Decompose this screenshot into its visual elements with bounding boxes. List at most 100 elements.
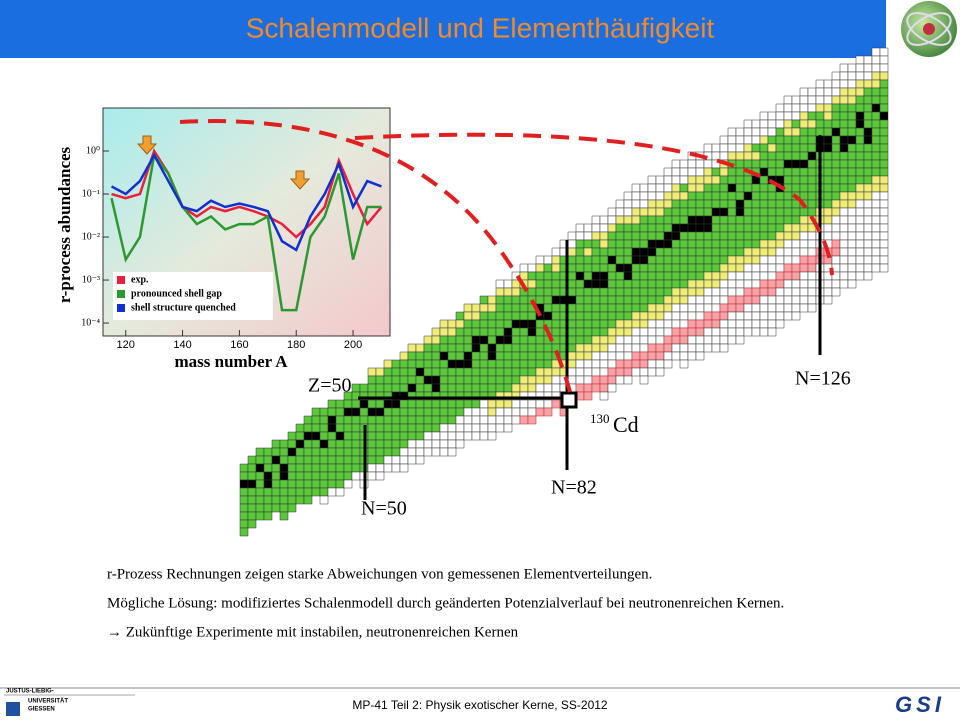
nuclide-cell xyxy=(807,207,817,217)
nuclide-cell xyxy=(743,159,753,169)
nuclide-cell xyxy=(375,399,385,409)
nuclide-cell xyxy=(743,151,753,161)
nuclide-cell xyxy=(847,71,857,81)
nuclide-cell xyxy=(687,223,697,233)
slide-title: Schalenmodell und Elementhäufigkeit xyxy=(246,12,715,43)
nuclide-cell xyxy=(575,271,585,281)
nuclide-cell xyxy=(831,191,841,201)
nuclide-cell xyxy=(823,119,833,129)
nuclide-cell xyxy=(711,223,721,233)
nuclide-cell xyxy=(335,455,345,465)
nuclide-cell xyxy=(759,143,769,153)
nuclide-cell xyxy=(735,151,745,161)
nuclide-cell xyxy=(655,223,665,233)
nuclide-cell xyxy=(351,431,361,441)
nuclide-cell xyxy=(527,271,537,281)
nuclide-cell xyxy=(759,319,769,329)
nuclide-cell xyxy=(711,279,721,289)
nuclide-cell xyxy=(575,295,585,305)
nuclide-cell xyxy=(415,367,425,377)
body-line: → Zukünftige Experimente mit instabilen,… xyxy=(107,624,519,640)
nuclide-cell xyxy=(791,279,801,289)
nuclide-cell xyxy=(807,239,817,249)
nuclide-cell xyxy=(495,303,505,313)
nuclide-cell xyxy=(791,183,801,193)
nuclide-cell xyxy=(487,367,497,377)
nuclide-cell xyxy=(407,367,417,377)
nuclide-cell xyxy=(735,335,745,345)
nuclide-cell xyxy=(599,295,609,305)
nuclide-cell xyxy=(799,95,809,105)
nuclide-cell xyxy=(263,495,273,505)
nuclide-cell xyxy=(591,311,601,321)
nuclide-cell xyxy=(695,319,705,329)
legend-box xyxy=(113,272,273,320)
series-line xyxy=(110,152,382,252)
nuclide-cell xyxy=(759,175,769,185)
nuclide-cell xyxy=(487,359,497,369)
nuclide-cell xyxy=(391,375,401,385)
nuclide-cell xyxy=(367,471,377,481)
nuclide-cell xyxy=(439,351,449,361)
y-tick-label: 10⁰ xyxy=(86,145,100,156)
nuclide-cell xyxy=(879,159,889,169)
nuclide-cell xyxy=(575,383,585,393)
nuclide-cell xyxy=(719,271,729,281)
nuclide-cell xyxy=(879,223,889,233)
x-tick-label: 200 xyxy=(344,339,362,351)
nuclide-cell xyxy=(623,287,633,297)
nuclide-cell xyxy=(663,175,673,185)
nuclide-cell xyxy=(863,223,873,233)
nuclide-cell xyxy=(711,143,721,153)
nuclide-cell xyxy=(535,263,545,273)
nuclide-cell xyxy=(679,159,689,169)
nuclide-cell xyxy=(799,167,809,177)
nuclide-cell xyxy=(735,287,745,297)
nuclide-cell xyxy=(871,263,881,273)
nuclide-cell xyxy=(831,175,841,185)
nuclide-cell xyxy=(631,367,641,377)
nuclide-cell xyxy=(871,63,881,73)
nuclide-cell xyxy=(791,271,801,281)
nuclide-cell xyxy=(767,279,777,289)
nuclide-cell xyxy=(719,199,729,209)
y-tick-label: 10⁻⁴ xyxy=(81,317,100,328)
nuclide-cell xyxy=(687,263,697,273)
nuclide-cell xyxy=(551,303,561,313)
nuclide-cell xyxy=(623,239,633,249)
nuclide-cell xyxy=(455,335,465,345)
nuclide-cell xyxy=(607,231,617,241)
nuclide-cell xyxy=(847,135,857,145)
nuclide-cell xyxy=(639,311,649,321)
nuclide-cell xyxy=(455,407,465,417)
nuclide-cell xyxy=(639,375,649,385)
nuclide-cell xyxy=(687,183,697,193)
nuclide-cell xyxy=(479,327,489,337)
nuclide-cell xyxy=(327,471,337,481)
nuclide-cell xyxy=(727,295,737,305)
nuclide-cell xyxy=(503,367,513,377)
nuclide-cell xyxy=(511,383,521,393)
nuclide-cell xyxy=(295,487,305,497)
nuclide-cell xyxy=(407,407,417,417)
nuclide-cell xyxy=(303,415,313,425)
nuclide-cell xyxy=(487,311,497,321)
nuclide-cell xyxy=(359,415,369,425)
nuclide-cell xyxy=(855,103,865,113)
nuclide-cell xyxy=(567,351,577,361)
nuclide-cell xyxy=(399,447,409,457)
nuclide-cell xyxy=(863,111,873,121)
nuclide-cell xyxy=(271,503,281,513)
nuclide-cell xyxy=(879,119,889,129)
nuclide-cell xyxy=(815,127,825,137)
nuclide-cell xyxy=(439,439,449,449)
nuclide-cell xyxy=(415,439,425,449)
nuclide-cell xyxy=(863,167,873,177)
nuclide-cell xyxy=(295,471,305,481)
nuclide-cell xyxy=(447,415,457,425)
nuclide-cell xyxy=(855,63,865,73)
nuclide-cell xyxy=(519,407,529,417)
nuclide-cell xyxy=(599,351,609,361)
y-tick-label: 10⁻³ xyxy=(82,274,100,285)
